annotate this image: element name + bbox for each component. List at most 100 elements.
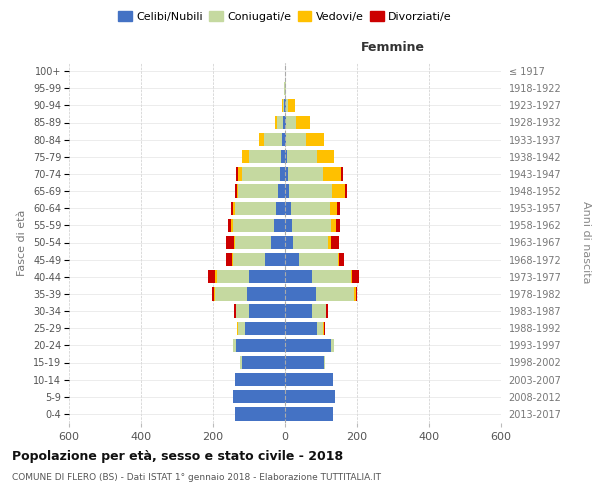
Bar — [289, 184, 332, 198]
Bar — [235, 202, 276, 215]
Bar — [215, 270, 217, 283]
Bar — [247, 287, 285, 300]
Bar — [233, 390, 285, 404]
Bar — [238, 322, 245, 335]
Text: COMUNE DI FLERO (BS) - Dati ISTAT 1° gennaio 2018 - Elaborazione TUTTITALIA.IT: COMUNE DI FLERO (BS) - Dati ISTAT 1° gen… — [12, 472, 381, 482]
Bar — [338, 253, 339, 266]
Bar — [312, 270, 351, 283]
Bar — [323, 322, 324, 335]
Bar — [235, 373, 285, 386]
Bar — [278, 184, 285, 198]
Bar — [331, 218, 336, 232]
Bar — [285, 270, 312, 283]
Bar — [292, 218, 331, 232]
Bar — [356, 287, 358, 300]
Bar — [281, 150, 285, 164]
Bar — [259, 133, 264, 146]
Bar — [288, 167, 323, 180]
Bar — [286, 133, 306, 146]
Bar — [324, 322, 325, 335]
Bar — [236, 304, 249, 318]
Bar — [284, 98, 285, 112]
Bar — [208, 270, 215, 283]
Bar — [282, 133, 285, 146]
Bar — [237, 322, 238, 335]
Bar — [283, 116, 285, 129]
Bar — [228, 218, 231, 232]
Bar — [285, 202, 292, 215]
Bar — [242, 167, 280, 180]
Bar — [296, 116, 310, 129]
Bar — [331, 236, 339, 249]
Bar — [352, 270, 359, 283]
Y-axis label: Fasce di età: Fasce di età — [17, 210, 28, 276]
Bar — [326, 304, 328, 318]
Bar — [242, 150, 249, 164]
Bar — [312, 304, 326, 318]
Bar — [233, 218, 274, 232]
Bar — [293, 236, 328, 249]
Bar — [237, 184, 238, 198]
Bar — [236, 338, 285, 352]
Bar — [233, 338, 236, 352]
Bar — [287, 150, 317, 164]
Bar — [274, 218, 285, 232]
Bar — [351, 270, 352, 283]
Bar — [285, 407, 332, 420]
Bar — [336, 218, 340, 232]
Bar — [331, 202, 337, 215]
Bar — [232, 253, 233, 266]
Bar — [285, 373, 332, 386]
Bar — [285, 287, 316, 300]
Bar — [317, 150, 334, 164]
Bar — [346, 184, 347, 198]
Bar — [355, 287, 356, 300]
Legend: Celibi/Nubili, Coniugati/e, Vedovi/e, Divorziati/e: Celibi/Nubili, Coniugati/e, Vedovi/e, Di… — [114, 7, 456, 26]
Bar — [233, 253, 265, 266]
Bar — [226, 253, 232, 266]
Bar — [285, 236, 293, 249]
Bar — [287, 98, 295, 112]
Bar — [236, 167, 238, 180]
Bar — [275, 116, 277, 129]
Bar — [285, 218, 292, 232]
Bar — [285, 338, 331, 352]
Bar — [264, 133, 282, 146]
Y-axis label: Anni di nascita: Anni di nascita — [581, 201, 591, 284]
Bar — [231, 218, 233, 232]
Bar — [285, 133, 286, 146]
Bar — [214, 287, 215, 300]
Bar — [285, 167, 288, 180]
Bar — [285, 116, 286, 129]
Bar — [235, 184, 237, 198]
Bar — [285, 390, 335, 404]
Bar — [324, 356, 325, 369]
Bar — [306, 133, 323, 146]
Bar — [286, 98, 287, 112]
Bar — [265, 253, 285, 266]
Bar — [337, 202, 340, 215]
Bar — [234, 236, 235, 249]
Bar — [235, 407, 285, 420]
Bar — [242, 356, 285, 369]
Bar — [238, 167, 242, 180]
Bar — [215, 287, 247, 300]
Bar — [285, 322, 317, 335]
Bar — [286, 116, 296, 129]
Bar — [240, 356, 242, 369]
Text: Popolazione per età, sesso e stato civile - 2018: Popolazione per età, sesso e stato civil… — [12, 450, 343, 463]
Bar — [285, 304, 312, 318]
Bar — [328, 236, 331, 249]
Bar — [292, 202, 331, 215]
Bar — [339, 253, 344, 266]
Bar — [317, 322, 323, 335]
Bar — [235, 236, 271, 249]
Bar — [285, 253, 299, 266]
Bar — [249, 150, 281, 164]
Bar — [249, 304, 285, 318]
Bar — [277, 116, 283, 129]
Bar — [212, 287, 214, 300]
Bar — [245, 322, 285, 335]
Bar — [276, 202, 285, 215]
Bar — [226, 236, 234, 249]
